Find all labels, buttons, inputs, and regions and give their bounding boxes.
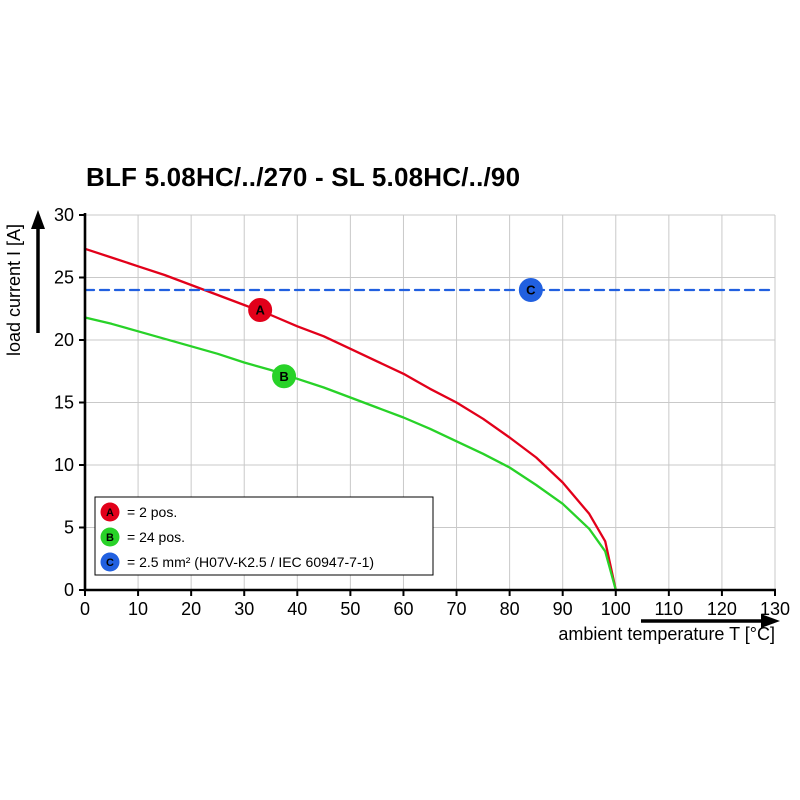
curve-marker-B: B [272,364,297,389]
x-tick-label: 10 [128,599,148,619]
x-tick-label: 90 [553,599,573,619]
legend-label-B: = 24 pos. [127,529,185,545]
x-tick-label: 50 [340,599,360,619]
x-axis-label: ambient temperature T [°C] [558,624,775,644]
legend-marker-C [100,552,120,572]
x-tick-label: 100 [601,599,631,619]
marker-letter: C [526,283,536,298]
x-axis-arrow [641,614,780,628]
marker-circle [248,298,273,322]
legend-label-C: = 2.5 mm² (H07V-K2.5 / IEC 60947-7-1) [127,554,374,570]
y-tick-label: 5 [64,518,74,538]
marker-letter: B [279,369,288,384]
legend-marker-letter: B [106,532,114,544]
x-tick-label: 110 [654,599,683,619]
marker-letter: A [255,303,265,318]
y-axis-arrow [31,210,45,333]
x-tick-label: 70 [447,599,467,619]
x-tick-label: 60 [393,599,413,619]
marker-circle [518,278,543,302]
y-tick-label: 30 [54,205,74,225]
legend-marker-letter: C [106,557,114,569]
marker-circle [272,364,297,389]
legend-marker-letter: A [106,507,114,519]
y-tick-label: 10 [54,455,74,475]
y-tick-label: 0 [64,580,74,600]
legend-label-A: = 2 pos. [127,504,177,520]
y-axis-label: load current I [A] [4,224,24,356]
legend-marker-A [100,502,120,522]
x-tick-label: 40 [287,599,307,619]
x-tick-label: 120 [707,599,737,619]
y-tick-label: 25 [54,268,74,288]
x-tick-label: 30 [234,599,254,619]
series-curve-B [83,316,617,592]
chart-title: BLF 5.08HC/../270 - SL 5.08HC/../90 [86,162,520,192]
x-tick-label: 0 [80,599,90,619]
curve-marker-C: C [518,278,543,302]
curve-marker-A: A [248,298,273,322]
series-curve-A [83,247,617,592]
legend: A = 2 pos. B = 24 pos. C = 2.5 mm² (H07V-K2.5… [94,496,434,576]
x-tick-label: 80 [500,599,520,619]
legend-box [94,496,434,576]
legend-marker-B [100,527,120,547]
y-tick-label: 20 [54,330,74,350]
x-tick-label: 130 [760,599,790,619]
x-tick-label: 20 [181,599,201,619]
y-tick-label: 15 [54,393,74,413]
